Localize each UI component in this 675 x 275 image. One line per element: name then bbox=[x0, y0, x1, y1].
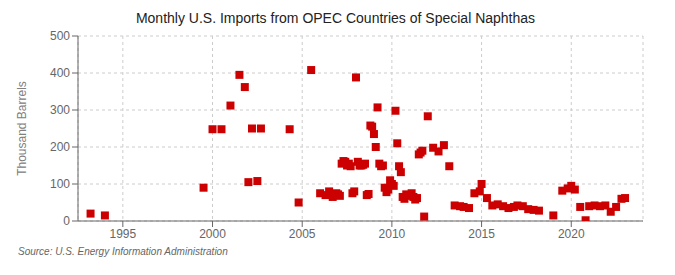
svg-text:500: 500 bbox=[50, 29, 70, 43]
svg-text:Thousand Barrels: Thousand Barrels bbox=[15, 81, 29, 176]
svg-text:0: 0 bbox=[63, 214, 70, 228]
svg-text:1995: 1995 bbox=[109, 227, 136, 241]
svg-text:200: 200 bbox=[50, 140, 70, 154]
html-text:Monthly U.S. Imports from OPEC: Monthly U.S. Imports from OPEC Countries… bbox=[135, 10, 536, 26]
svg-text:300: 300 bbox=[50, 103, 70, 117]
svg-text:2000: 2000 bbox=[199, 227, 226, 241]
svg-text:2015: 2015 bbox=[468, 227, 495, 241]
html-text:Source: U.S. Energy Informatio: Source: U.S. Energy Information Administ… bbox=[18, 246, 228, 257]
svg-text:2020: 2020 bbox=[558, 227, 585, 241]
svg-text:100: 100 bbox=[50, 177, 70, 191]
svg-text:2005: 2005 bbox=[289, 227, 316, 241]
svg-text:2010: 2010 bbox=[379, 227, 406, 241]
svg-text:400: 400 bbox=[50, 66, 70, 80]
